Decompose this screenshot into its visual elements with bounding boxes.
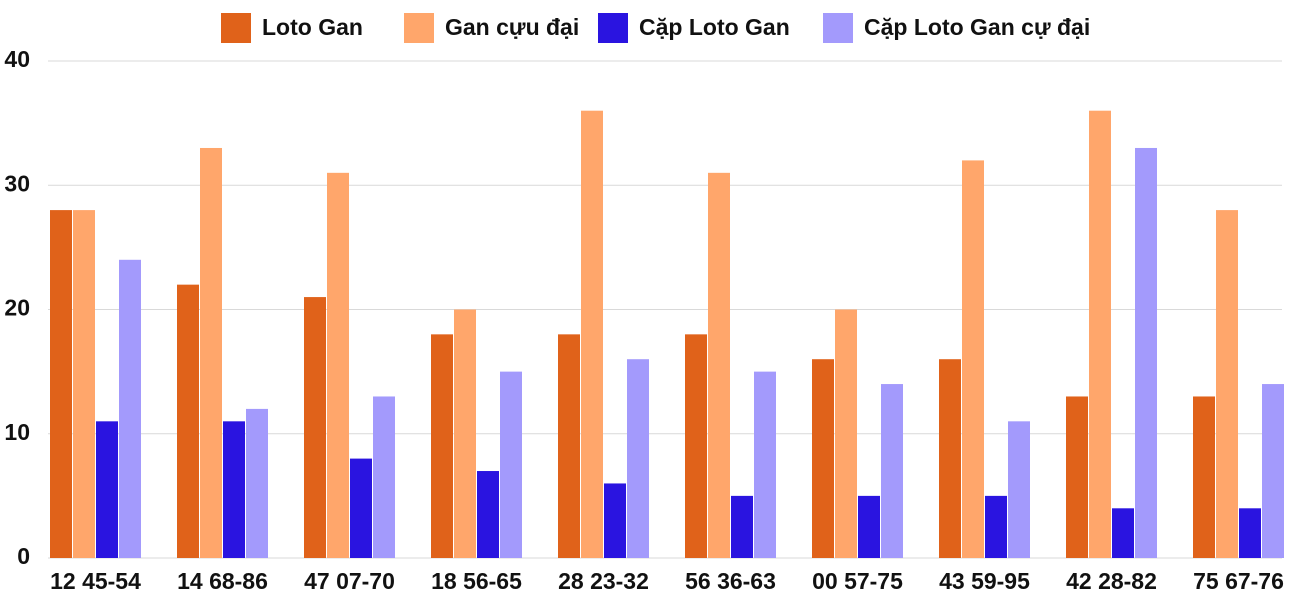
bar <box>835 309 857 558</box>
bar <box>1216 210 1238 558</box>
bar <box>812 359 834 558</box>
bar <box>685 334 707 558</box>
bar <box>1193 396 1215 558</box>
x-tick-label: 43 59-95 <box>939 568 1030 594</box>
y-tick-label: 20 <box>4 295 30 321</box>
bar <box>558 334 580 558</box>
x-tick-label: 28 23-32 <box>558 568 649 594</box>
bar <box>454 309 476 558</box>
bar <box>604 483 626 558</box>
bar <box>581 110 603 558</box>
bar <box>500 371 522 558</box>
y-tick-label: 40 <box>4 46 30 72</box>
bar <box>304 297 326 558</box>
x-tick-label: 12 45-54 <box>50 568 141 594</box>
bar <box>373 396 395 558</box>
bar <box>708 172 730 558</box>
bar <box>1008 421 1030 558</box>
bar <box>1089 110 1111 558</box>
x-tick-label: 75 67-76 <box>1193 568 1284 594</box>
bar <box>477 471 499 558</box>
bar <box>939 359 961 558</box>
y-tick-label: 0 <box>17 543 30 569</box>
bar <box>1262 384 1284 558</box>
y-tick-label: 30 <box>4 170 30 196</box>
bar <box>754 371 776 558</box>
bar <box>731 495 753 558</box>
legend-label: Cặp Loto Gan cự đại <box>864 14 1090 40</box>
legend-label: Cặp Loto Gan <box>639 14 790 40</box>
x-tick-label: 42 28-82 <box>1066 568 1157 594</box>
bar <box>858 495 880 558</box>
bar <box>327 172 349 558</box>
bar <box>246 408 268 558</box>
x-tick-label: 47 07-70 <box>304 568 395 594</box>
bar <box>223 421 245 558</box>
bar <box>73 210 95 558</box>
bar <box>119 259 141 558</box>
bar <box>50 210 72 558</box>
bar <box>350 458 372 558</box>
x-tick-label: 56 36-63 <box>685 568 776 594</box>
legend-swatch <box>598 13 628 43</box>
legend-swatch <box>404 13 434 43</box>
x-tick-label: 00 57-75 <box>812 568 903 594</box>
bar <box>200 147 222 558</box>
bar <box>985 495 1007 558</box>
bar <box>627 359 649 558</box>
bar <box>1239 508 1261 558</box>
x-tick-label: 18 56-65 <box>431 568 522 594</box>
bar <box>431 334 453 558</box>
x-tick-label: 14 68-86 <box>177 568 268 594</box>
legend-swatch <box>823 13 853 43</box>
bar <box>1135 147 1157 558</box>
legend-label: Gan cựu đại <box>445 14 579 40</box>
bar <box>177 284 199 558</box>
bar <box>881 384 903 558</box>
legend-label: Loto Gan <box>262 14 363 40</box>
bar <box>962 160 984 558</box>
legend-swatch <box>221 13 251 43</box>
bar <box>1066 396 1088 558</box>
bar <box>96 421 118 558</box>
y-tick-label: 10 <box>4 419 30 445</box>
bar <box>1112 508 1134 558</box>
